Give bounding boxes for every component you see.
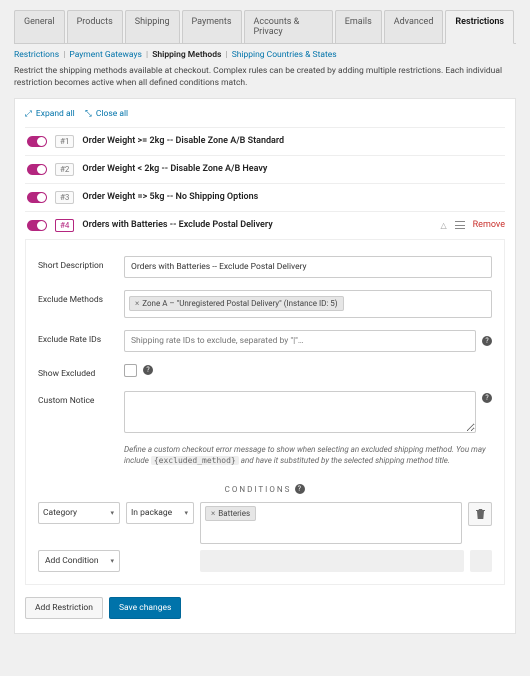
- add-restriction-button[interactable]: Add Restriction: [25, 597, 103, 619]
- sub-tab-restrictions[interactable]: Restrictions: [14, 50, 59, 60]
- short-description-input[interactable]: [124, 256, 492, 278]
- close-all-link[interactable]: Close all: [96, 109, 128, 119]
- nav-tab-shipping[interactable]: Shipping: [125, 10, 180, 43]
- rule-title: Order Weight => 5kg -- No Shipping Optio…: [82, 192, 505, 202]
- nav-tab-restrictions[interactable]: Restrictions: [445, 10, 514, 44]
- remove-rule-link[interactable]: Remove: [473, 220, 505, 230]
- exclude-rate-ids-input[interactable]: [124, 330, 476, 352]
- restrictions-panel: ⤢ Expand all ⤡ Close all #1 Order Weight …: [14, 98, 516, 634]
- sub-tab-shipping-countries-states[interactable]: Shipping Countries & States: [232, 50, 337, 60]
- expand-all-link[interactable]: Expand all: [36, 109, 75, 119]
- help-icon[interactable]: ?: [482, 336, 492, 346]
- nav-tab-advanced[interactable]: Advanced: [384, 10, 444, 43]
- exclude-methods-select[interactable]: ×Zone A – "Unregistered Postal Delivery"…: [124, 290, 492, 318]
- collapse-icon[interactable]: △: [440, 221, 446, 230]
- rule-number-badge: #4: [55, 219, 74, 232]
- panel-actions: ⤢ Expand all ⤡ Close all: [25, 109, 505, 119]
- exclude-methods-label: Exclude Methods: [38, 290, 124, 305]
- show-excluded-label: Show Excluded: [38, 364, 124, 379]
- nav-tab-emails[interactable]: Emails: [335, 10, 382, 43]
- rule-number-badge: #2: [55, 163, 74, 176]
- rule-row[interactable]: #3 Order Weight => 5kg -- No Shipping Opt…: [25, 183, 505, 211]
- rule-toggle[interactable]: [27, 192, 47, 203]
- condition-type-select[interactable]: Category: [38, 502, 120, 524]
- rule-toggle[interactable]: [27, 164, 47, 175]
- nav-tab-payments[interactable]: Payments: [182, 10, 242, 43]
- page-description: Restrict the shipping methods available …: [14, 66, 516, 90]
- rule-toggle[interactable]: [27, 136, 47, 147]
- sub-tab-shipping-methods[interactable]: Shipping Methods: [152, 50, 221, 60]
- help-icon[interactable]: ?: [295, 484, 305, 494]
- nav-tab-general[interactable]: General: [14, 10, 65, 43]
- conditions-heading: CONDITIONS ?: [38, 484, 492, 494]
- disabled-region: [470, 550, 492, 572]
- trash-icon: [476, 509, 485, 519]
- save-changes-button[interactable]: Save changes: [109, 597, 181, 619]
- condition-scope-select[interactable]: In package: [126, 502, 194, 524]
- remove-chip-icon[interactable]: ×: [135, 299, 139, 308]
- drag-handle-icon[interactable]: [455, 221, 465, 229]
- rule-title: Orders with Batteries -- Exclude Postal …: [82, 220, 440, 230]
- rule-number-badge: #3: [55, 191, 74, 204]
- condition-value-select[interactable]: ×Batteries: [200, 502, 462, 544]
- help-icon[interactable]: ?: [482, 393, 492, 403]
- show-excluded-checkbox[interactable]: [124, 364, 137, 377]
- rule-row[interactable]: #2 Order Weight < 2kg -- Disable Zone A/B…: [25, 155, 505, 183]
- custom-notice-label: Custom Notice: [38, 391, 124, 406]
- custom-notice-hint: Define a custom checkout error message t…: [124, 444, 492, 466]
- rule-title: Order Weight >= 2kg -- Disable Zone A/B …: [82, 136, 505, 146]
- rule-title: Order Weight < 2kg -- Disable Zone A/B H…: [82, 164, 505, 174]
- nav-tabs: GeneralProductsShippingPaymentsAccounts …: [14, 10, 516, 44]
- disabled-region: [200, 550, 464, 572]
- collapse-icon: ⤡: [85, 109, 92, 119]
- add-condition-row: Add Condition: [38, 550, 492, 572]
- exclude-methods-chip[interactable]: ×Zone A – "Unregistered Postal Delivery"…: [129, 296, 344, 311]
- condition-chip[interactable]: ×Batteries: [205, 506, 256, 521]
- rule-4-details: Short Description Exclude Methods ×Zone …: [25, 240, 505, 585]
- footer-buttons: Add Restriction Save changes: [25, 597, 505, 619]
- exclude-rate-ids-label: Exclude Rate IDs: [38, 330, 124, 345]
- rule-row[interactable]: #1 Order Weight >= 2kg -- Disable Zone A/…: [25, 127, 505, 155]
- add-condition-select[interactable]: Add Condition: [38, 550, 120, 572]
- remove-chip-icon[interactable]: ×: [211, 509, 215, 518]
- nav-tab-accounts-privacy[interactable]: Accounts & Privacy: [244, 10, 333, 43]
- sub-tabs: Restrictions | Payment Gateways | Shippi…: [14, 50, 516, 60]
- rule-number-badge: #1: [55, 135, 74, 148]
- custom-notice-textarea[interactable]: [124, 391, 476, 433]
- rule-row[interactable]: #4 Orders with Batteries -- Exclude Posta…: [25, 211, 505, 240]
- sub-tab-payment-gateways[interactable]: Payment Gateways: [69, 50, 142, 60]
- nav-tab-products[interactable]: Products: [67, 10, 123, 43]
- delete-condition-button[interactable]: [468, 502, 492, 526]
- help-icon[interactable]: ?: [143, 365, 153, 375]
- condition-row: Category In package ×Batteries: [38, 502, 492, 544]
- expand-icon: ⤢: [25, 109, 32, 119]
- short-description-label: Short Description: [38, 256, 124, 271]
- rule-toggle[interactable]: [27, 220, 47, 231]
